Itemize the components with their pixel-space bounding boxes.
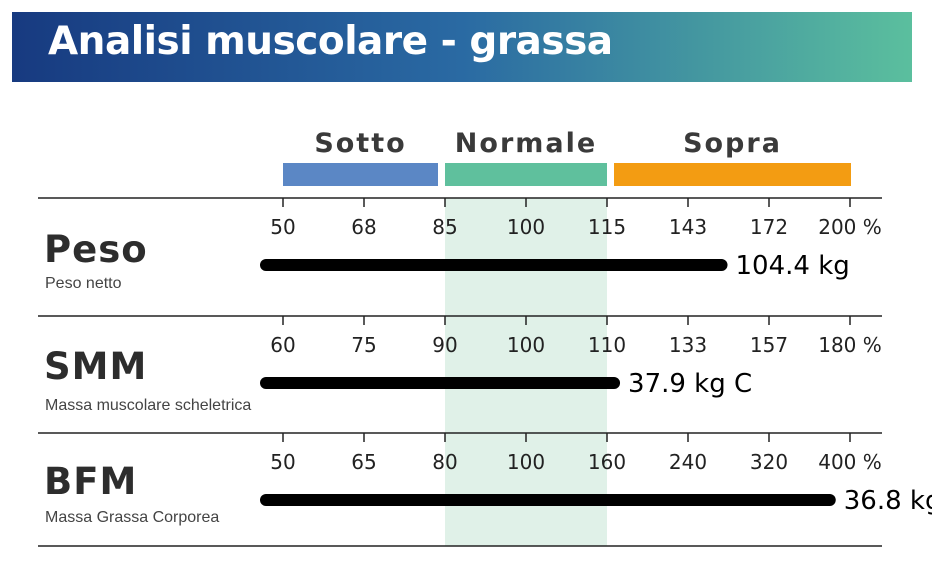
tick-label: 400 % <box>818 450 882 474</box>
tick-label: 50 <box>270 450 295 474</box>
range-band-sopra <box>614 163 851 186</box>
tick-label: 200 % <box>818 215 882 239</box>
range-label-normale: Normale <box>455 128 597 159</box>
row-sublabel-peso: Peso netto <box>45 275 122 292</box>
row-sublabel-smm: Massa muscolare scheletrica <box>45 397 252 414</box>
range-label-sopra: Sopra <box>683 128 782 159</box>
range-band-sotto <box>283 163 438 186</box>
value-label-bfm: 36.8 kg C <box>844 486 932 516</box>
row-label-bfm: BFM <box>44 460 138 503</box>
tick-label: 90 <box>432 333 457 357</box>
tick-label: 68 <box>351 215 376 239</box>
tick-label: 160 <box>588 450 626 474</box>
tick-label: 172 <box>750 215 788 239</box>
row-label-smm: SMM <box>44 345 148 388</box>
row-label-peso: Peso <box>44 228 148 271</box>
tick-label: 50 <box>270 215 295 239</box>
tick-label: 143 <box>669 215 707 239</box>
title-banner: Analisi muscolare - grassa <box>12 12 912 82</box>
value-label-peso: 104.4 kg <box>736 251 850 281</box>
value-label-smm: 37.9 kg C <box>628 369 752 399</box>
tick-label: 115 <box>588 215 626 239</box>
tick-label: 60 <box>270 333 295 357</box>
normal-zone-band <box>445 198 607 546</box>
tick-label: 100 <box>507 215 545 239</box>
tick-label: 110 <box>588 333 626 357</box>
tick-label: 85 <box>432 215 457 239</box>
tick-label: 100 <box>507 450 545 474</box>
tick-label: 240 <box>669 450 707 474</box>
tick-label: 157 <box>750 333 788 357</box>
tick-label: 133 <box>669 333 707 357</box>
range-label-sotto: Sotto <box>314 128 406 159</box>
tick-label: 180 % <box>818 333 882 357</box>
row-sublabel-bfm: Massa Grassa Corporea <box>45 509 220 526</box>
tick-label: 80 <box>432 450 457 474</box>
page-title: Analisi muscolare - grassa <box>48 19 613 64</box>
tick-label: 75 <box>351 333 376 357</box>
tick-label: 65 <box>351 450 376 474</box>
tick-label: 320 <box>750 450 788 474</box>
tick-label: 100 <box>507 333 545 357</box>
range-band-normale <box>445 163 607 186</box>
